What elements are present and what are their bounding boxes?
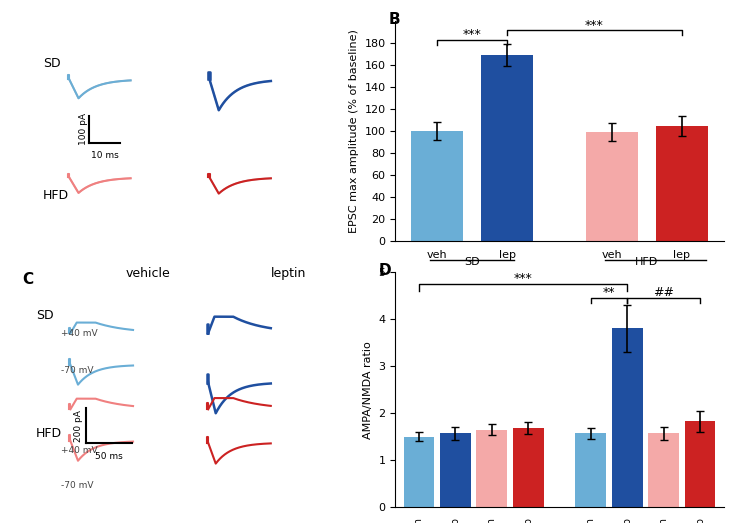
Text: -70 mV: -70 mV: [60, 366, 93, 375]
Text: HFD: HFD: [635, 257, 659, 267]
Bar: [404, 437, 434, 507]
Bar: [411, 131, 463, 241]
Text: SD: SD: [43, 58, 60, 71]
Text: vehicle: vehicle: [126, 267, 171, 280]
Text: ***: ***: [585, 19, 604, 31]
Text: ***: ***: [463, 28, 482, 41]
Y-axis label: EPSC max amplitude (% of baseline): EPSC max amplitude (% of baseline): [349, 29, 359, 233]
Bar: [513, 428, 544, 507]
Bar: [656, 127, 708, 241]
Bar: [612, 328, 642, 507]
Bar: [648, 434, 679, 507]
Y-axis label: AMPA/NMDA ratio: AMPA/NMDA ratio: [363, 341, 373, 438]
Text: 100 pA: 100 pA: [78, 113, 88, 145]
Text: SD: SD: [36, 309, 54, 322]
Bar: [586, 132, 638, 241]
Bar: [575, 434, 606, 507]
Bar: [685, 421, 715, 507]
Text: C: C: [22, 272, 33, 287]
Text: SD: SD: [465, 257, 480, 267]
Bar: [481, 55, 533, 241]
Text: 200 pA: 200 pA: [75, 410, 84, 441]
Text: 10 ms: 10 ms: [91, 151, 119, 160]
Bar: [440, 434, 471, 507]
Text: ***: ***: [514, 272, 533, 285]
Text: +40 mV: +40 mV: [60, 446, 97, 455]
Bar: [477, 430, 507, 507]
Text: B: B: [389, 12, 401, 27]
Text: ##: ##: [653, 286, 674, 299]
Text: 50 ms: 50 ms: [95, 452, 122, 461]
Text: D: D: [379, 263, 392, 278]
Text: HFD: HFD: [43, 189, 69, 202]
Text: +40 mV: +40 mV: [60, 328, 97, 337]
Text: **: **: [603, 286, 615, 299]
Text: HFD: HFD: [36, 427, 62, 440]
Text: -70 mV: -70 mV: [60, 482, 93, 491]
Text: leptin: leptin: [271, 267, 306, 280]
